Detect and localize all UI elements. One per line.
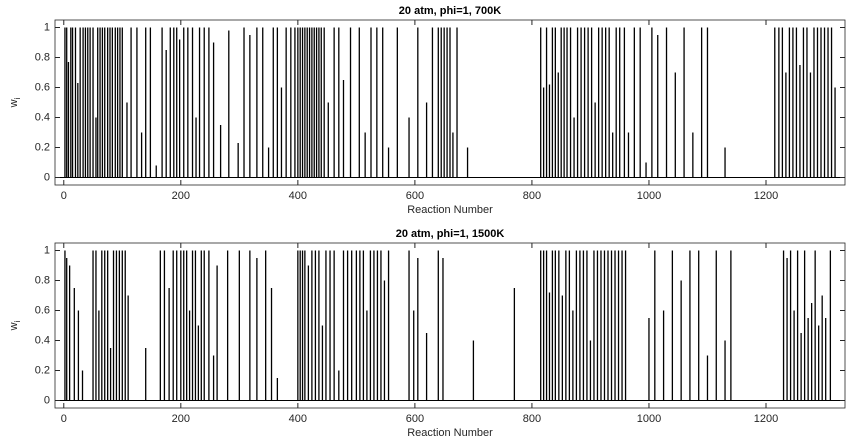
y-tick-label: 0.4: [35, 111, 50, 123]
x-tick-label: 200: [172, 413, 190, 425]
subplot-title: 20 atm, phi=1, 1500K: [396, 228, 505, 240]
y-axis-label-main: w: [8, 99, 20, 108]
subplot: 20 atm, phi=1, 700K Reaction Number wi 0 200…: [8, 5, 846, 216]
y-axis-label-subscript: i: [13, 97, 22, 99]
x-tick-label: 400: [289, 190, 307, 202]
x-tick-label: 400: [289, 413, 307, 425]
x-tick-label: 0: [61, 413, 67, 425]
y-tick-label: 0: [44, 171, 50, 183]
y-tick-label: 0: [44, 394, 50, 406]
y-tick-label: 0.8: [35, 274, 50, 286]
y-axis-label-subscript: i: [13, 320, 22, 322]
y-tick-label: 0.2: [35, 364, 50, 376]
x-tick-label: 1200: [754, 413, 778, 425]
x-tick-label: 800: [523, 413, 541, 425]
x-axis-label: Reaction Number: [407, 204, 493, 216]
x-tick-label: 200: [172, 190, 190, 202]
subplot-title: 20 atm, phi=1, 700K: [399, 5, 501, 17]
y-axis-label: wi: [8, 97, 22, 108]
x-tick-label: 1200: [754, 190, 778, 202]
y-tick-label: 1: [44, 244, 50, 256]
y-axis-label-main: w: [8, 322, 20, 331]
y-tick-label: 0.2: [35, 141, 50, 153]
y-tick-label: 0.6: [35, 81, 50, 93]
subplot: 20 atm, phi=1, 1500K Reaction Number wi 0 20…: [8, 228, 846, 439]
x-tick-label: 600: [406, 190, 424, 202]
axes-box: [54, 242, 846, 409]
y-axis-label: wi: [8, 320, 22, 331]
y-tick-label: 0.4: [35, 334, 50, 346]
x-tick-label: 0: [61, 190, 67, 202]
x-tick-label: 1000: [637, 190, 661, 202]
x-tick-label: 800: [523, 190, 541, 202]
x-tick-label: 600: [406, 413, 424, 425]
axes-box: [54, 19, 846, 186]
x-tick-label: 1000: [637, 413, 661, 425]
y-tick-label: 0.6: [35, 304, 50, 316]
y-tick-label: 1: [44, 21, 50, 33]
x-axis-label: Reaction Number: [407, 427, 493, 439]
y-tick-label: 0.8: [35, 51, 50, 63]
